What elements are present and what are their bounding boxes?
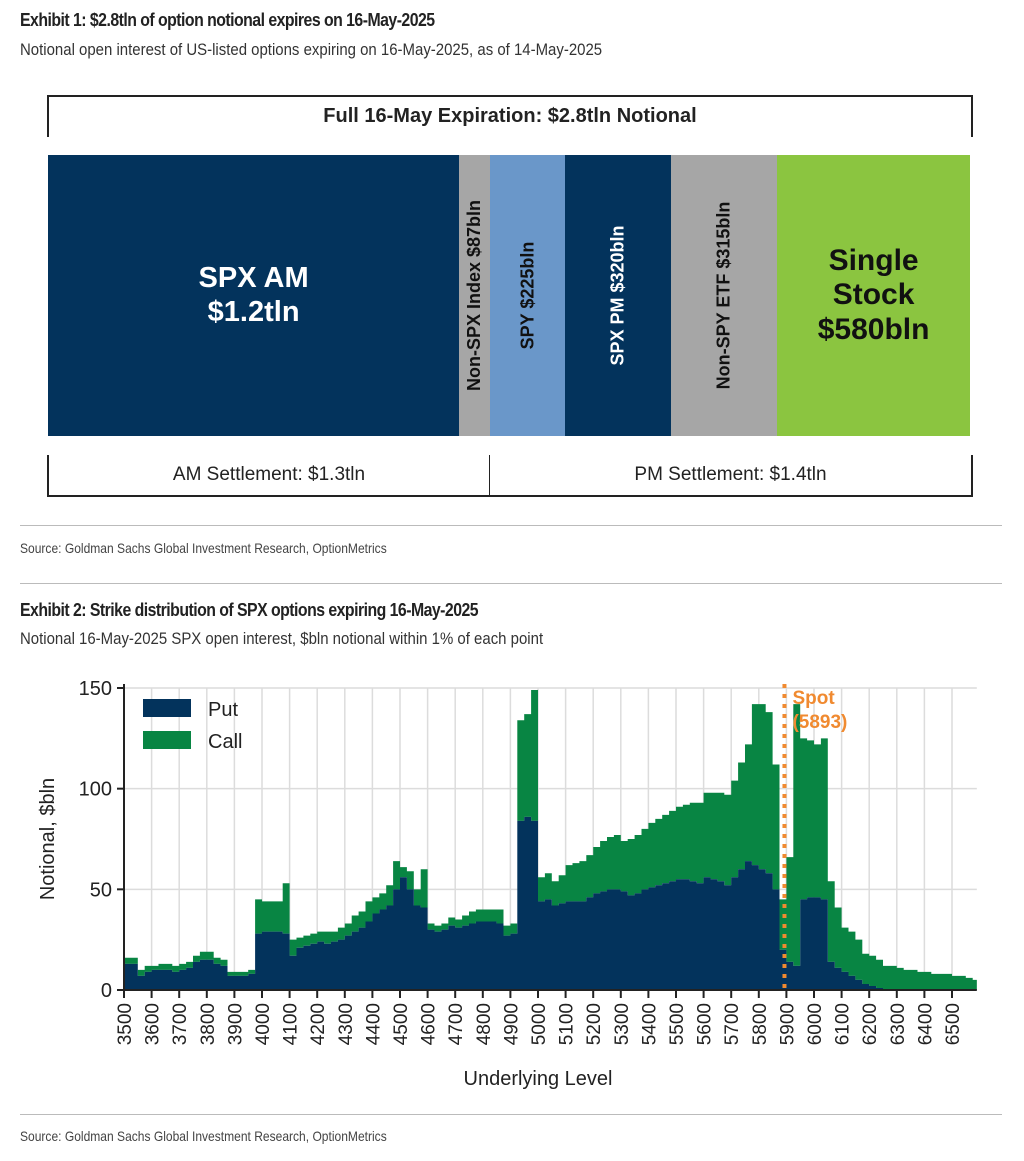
legend-swatch-call: [143, 731, 191, 749]
x-tick-label: 5700: [722, 1003, 743, 1045]
bar-segment-label: Non-SPX Index $87bln: [463, 199, 484, 392]
x-tick-label: 3800: [198, 1003, 219, 1045]
x-tick-label: 4900: [501, 1003, 522, 1045]
full-expiration-label: Full 16-May Expiration: $2.8tln Notional: [323, 105, 697, 127]
expiration-stacked-bar: SPX AM $1.2tln Non-SPX Index $87bln SPY $22…: [48, 155, 970, 436]
x-tick-label: 5900: [777, 1003, 798, 1045]
x-tick-label: 6200: [860, 1003, 881, 1045]
exhibit2-title: Exhibit 2: Strike distribution of SPX op…: [20, 600, 479, 620]
x-tick-label: 4300: [336, 1003, 357, 1045]
x-tick-label: 5100: [557, 1003, 578, 1045]
bar-label-line: SPX AM: [198, 262, 309, 295]
bar-segment-spy-225bln: SPY $225bln: [489, 155, 566, 436]
x-tick-label: 4000: [253, 1003, 274, 1045]
exhibit2-subtitle: Notional 16-May-2025 SPX open interest, …: [20, 629, 544, 648]
x-tick-label: 3500: [115, 1003, 136, 1045]
divider: [20, 1114, 1002, 1115]
y-axis-title: Notional, $bln: [37, 778, 59, 900]
bar-segment-label: Non-SPY ETF $315bln: [713, 201, 734, 390]
x-tick-label: 5000: [529, 1003, 550, 1045]
x-axis-title: Underlying Level: [464, 1068, 613, 1090]
bar-segment-non-spx-index-87bln: Non-SPX Index $87bln: [459, 155, 490, 436]
bar-label-line: Single: [828, 243, 919, 277]
bar-segment-single: Single Stock $580bln: [777, 155, 970, 436]
x-tick-label: 4400: [363, 1003, 384, 1045]
x-tick-label: 6100: [833, 1003, 854, 1045]
bar-segment-spx-am: SPX AM $1.2tln: [48, 155, 460, 436]
x-tick-label: 5800: [750, 1003, 771, 1045]
bar-label-line: $580bln: [817, 312, 930, 346]
x-tick-label: 3600: [143, 1003, 164, 1045]
x-tick-label: 5300: [612, 1003, 633, 1045]
exhibit1-subtitle: Notional open interest of US-listed opti…: [20, 40, 603, 59]
am-settlement-label: AM Settlement: $1.3tln: [49, 455, 490, 495]
x-tick-label: 6500: [943, 1003, 964, 1045]
x-tick-label: 4500: [391, 1003, 412, 1045]
x-tick-label: 3900: [225, 1003, 246, 1045]
x-tick-label: 4700: [446, 1003, 467, 1045]
legend-swatch-put: [143, 699, 191, 717]
spot-label: Spot: [792, 688, 835, 709]
bar-segment-label: SPX AM $1.2tln: [199, 262, 309, 329]
x-tick-label: 6400: [915, 1003, 936, 1045]
x-tick-label: 6300: [888, 1003, 909, 1045]
bar-segment-label: Single Stock $580bln: [818, 244, 930, 348]
x-tick-label: 5200: [584, 1003, 605, 1045]
bar-label-line: Stock: [832, 278, 915, 312]
y-tick-label: 0: [101, 980, 112, 1002]
divider: [20, 583, 1002, 584]
pm-settlement-label: PM Settlement: $1.4tln: [634, 464, 827, 485]
bar-segment-label: SPY $225bln: [516, 241, 537, 350]
y-tick-label: 150: [79, 678, 112, 700]
x-tick-label: 4100: [281, 1003, 302, 1045]
bar-segment-spx-pm-320bln: SPX PM $320bln: [565, 155, 672, 436]
legend-label-call: Call: [208, 731, 242, 753]
settlement-bracket: AM Settlement: $1.3tln PM Settlement: $1…: [47, 455, 973, 497]
x-tick-label: 5600: [695, 1003, 716, 1045]
bar-segment-label: SPX PM $320bln: [607, 225, 628, 366]
x-tick-label: 5500: [667, 1003, 688, 1045]
x-tick-label: 5400: [639, 1003, 660, 1045]
put-area: [124, 816, 977, 990]
call-area: [124, 690, 977, 990]
y-tick-label: 100: [79, 779, 112, 801]
divider: [20, 525, 1002, 526]
bar-label-line: $1.2tln: [207, 295, 300, 328]
strike-distribution-chart: 0 50 100 150 3500 3600 3700 3800 3900 4000 4100 420…: [37, 678, 977, 1090]
exhibit1-title: Exhibit 1: $2.8tln of option notional ex…: [20, 10, 435, 30]
legend-label-put: Put: [208, 699, 238, 721]
y-tick-label: 50: [90, 879, 112, 901]
exhibit2-source: Source: Goldman Sachs Global Investment …: [20, 1128, 387, 1144]
x-tick-label: 4600: [419, 1003, 440, 1045]
full-expiration-bracket: Full 16-May Expiration: $2.8tln Notional: [47, 95, 973, 137]
spot-value-label: (5893): [792, 712, 847, 733]
x-tick-label: 4800: [474, 1003, 495, 1045]
bar-segment-non-spy-etf-315bln: Non-SPY ETF $315bln: [671, 155, 778, 436]
x-tick-label: 4200: [308, 1003, 329, 1045]
exhibit1-source: Source: Goldman Sachs Global Investment …: [20, 540, 387, 556]
x-tick-label: 6000: [805, 1003, 826, 1045]
x-tick-label: 3700: [170, 1003, 191, 1045]
